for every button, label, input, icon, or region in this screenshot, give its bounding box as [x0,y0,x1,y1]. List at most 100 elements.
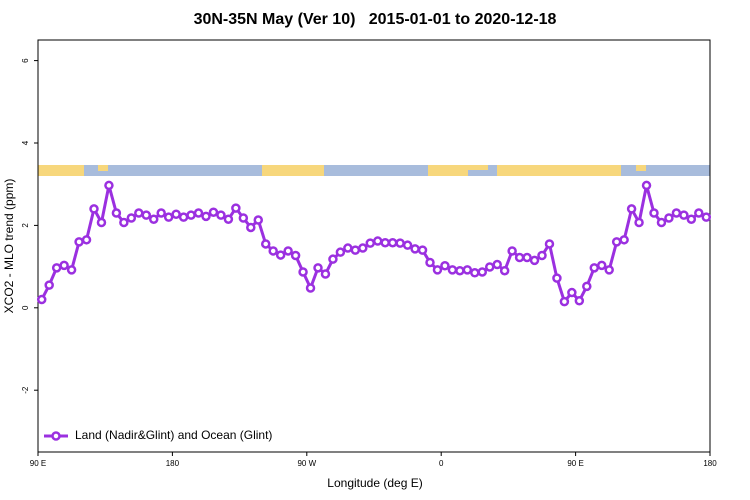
land-ocean-strip [38,165,710,176]
data-point [514,252,525,263]
data-point [260,239,271,249]
data-point [447,265,458,275]
data-point [148,214,159,224]
data-point [104,180,114,191]
data-point [425,257,435,268]
y-tick-label: 6 [21,58,30,63]
data-point [522,252,532,263]
data-point [537,250,547,261]
data-point [298,267,308,277]
data-point [410,244,420,254]
data-point [253,215,264,225]
data-point [96,217,107,228]
data-point [119,217,129,228]
data-point [402,240,413,250]
data-point [455,265,465,276]
x-tick-label: 180 [166,459,180,468]
data-point [305,283,316,293]
data-point [477,267,488,277]
data-point [223,214,234,224]
data-point [686,214,697,224]
data-point [634,217,644,228]
data-point [81,235,92,245]
x-tick-label: 90 W [297,459,316,468]
data-point [313,263,323,273]
data-point [679,210,689,220]
data-point [290,250,301,261]
data-point [440,261,450,271]
data-point [358,243,368,253]
data-point [626,204,637,214]
data-point [432,265,443,275]
x-tick-label: 180 [703,459,717,468]
data-point [611,237,622,247]
data-point [641,180,652,191]
data-point [574,296,585,306]
chart-title: 30N-35N May (Ver 10) 2015-01-01 to 2020-… [194,11,557,28]
data-point [350,245,361,255]
data-point [596,260,607,271]
data-point [694,208,704,218]
data-point [51,263,62,273]
data-point [387,237,398,248]
y-tick-label: 0 [21,305,30,310]
data-point [141,210,152,220]
data-point [335,247,346,257]
data-point [365,238,376,248]
data-point [701,212,712,222]
data-point [671,208,682,218]
data-point [44,280,54,290]
data-point [186,210,196,220]
data-point [231,203,241,213]
data-point [372,236,383,246]
data-point [208,207,219,217]
data-point [395,238,405,248]
x-tick-label: 90 E [567,459,583,468]
data-point [193,208,204,218]
plot-frame [37,39,711,453]
data-point [171,209,181,220]
data-point [216,210,226,220]
data-point [567,287,577,298]
y-tick-label: -2 [21,386,30,394]
data-point [268,246,278,256]
data-point [582,281,592,292]
x-tick-label: 90 E [30,459,46,468]
y-tick-label: 2 [21,223,30,228]
data-point [134,208,144,218]
data-point [328,254,338,264]
data-point [66,265,77,275]
data-point [275,250,286,260]
data-point [552,273,562,283]
data-point [343,243,353,253]
data-point [417,245,428,255]
data-point [380,237,390,248]
y-tick-label: 4 [21,140,30,145]
data-point [283,246,293,256]
data-point [544,239,555,249]
data-point [178,212,189,222]
data-point [36,294,47,305]
data-point [126,213,137,223]
x-axis-label: Longitude (deg E) [327,476,422,490]
data-point [492,259,502,270]
data-point [201,211,211,222]
y-axis-label: XCO2 - MLO trend (ppm) [2,179,16,314]
data-point [74,237,84,247]
data-point [462,265,473,275]
data-point [604,265,614,275]
data-point [649,208,659,218]
data-point [559,296,570,307]
x-tick-label: 0 [439,459,444,468]
data-point [664,213,674,223]
data-point [484,262,495,272]
data-point [156,208,166,218]
legend-label: Land (Nadir&Glint) and Ocean (Glint) [75,428,272,442]
legend-marker [51,431,61,441]
data-point [499,265,510,276]
data-point [507,246,517,256]
data-point [470,268,480,278]
data-point [320,269,331,279]
data-point [89,204,99,214]
